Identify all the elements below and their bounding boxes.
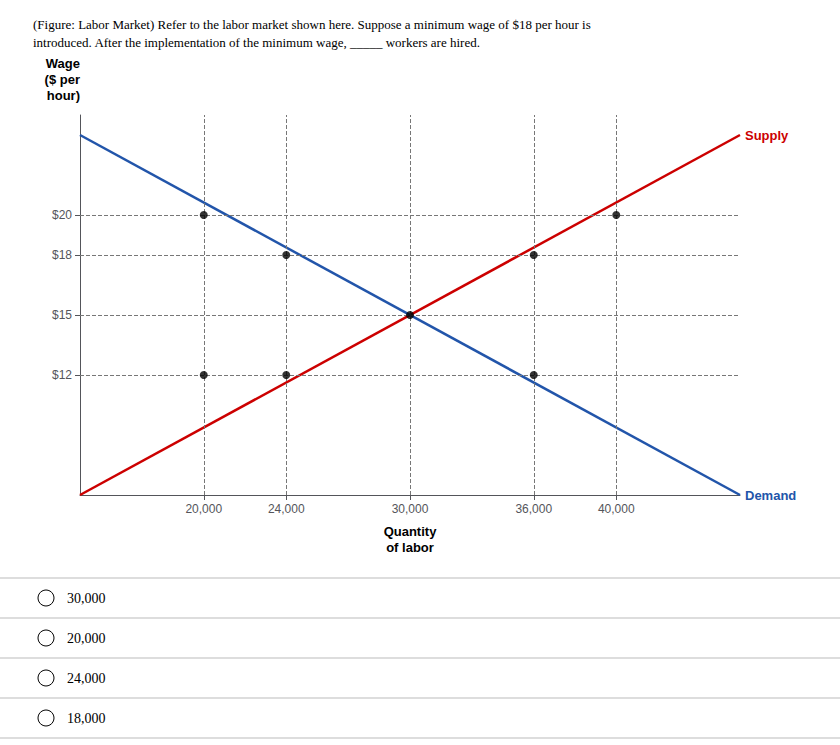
svg-text:(Figure: Labor Market) Refer t: (Figure: Labor Market) Refer to the labo… — [33, 17, 591, 32]
svg-text:Supply: Supply — [745, 128, 789, 143]
svg-text:$12: $12 — [52, 368, 72, 382]
svg-text:($ per: ($ per — [45, 72, 80, 87]
svg-text:20,000: 20,000 — [185, 502, 222, 516]
svg-text:24,000: 24,000 — [67, 671, 106, 686]
svg-text:$20: $20 — [52, 208, 72, 222]
svg-text:Quantity: Quantity — [384, 524, 437, 539]
svg-text:40,000: 40,000 — [598, 502, 635, 516]
svg-text:hour): hour) — [47, 88, 80, 103]
svg-text:30,000: 30,000 — [67, 591, 106, 606]
svg-text:$15: $15 — [52, 308, 72, 322]
svg-text:20,000: 20,000 — [67, 631, 106, 646]
svg-text:36,000: 36,000 — [515, 502, 552, 516]
svg-text:18,000: 18,000 — [67, 711, 106, 726]
svg-text:Demand: Demand — [745, 488, 796, 503]
svg-text:30,000: 30,000 — [392, 502, 429, 516]
svg-text:introduced. After the implemen: introduced. After the implementation of … — [33, 35, 480, 50]
svg-text:Wage: Wage — [46, 56, 80, 71]
svg-text:of labor: of labor — [386, 540, 434, 555]
svg-text:24,000: 24,000 — [268, 502, 305, 516]
svg-text:$18: $18 — [52, 248, 72, 262]
